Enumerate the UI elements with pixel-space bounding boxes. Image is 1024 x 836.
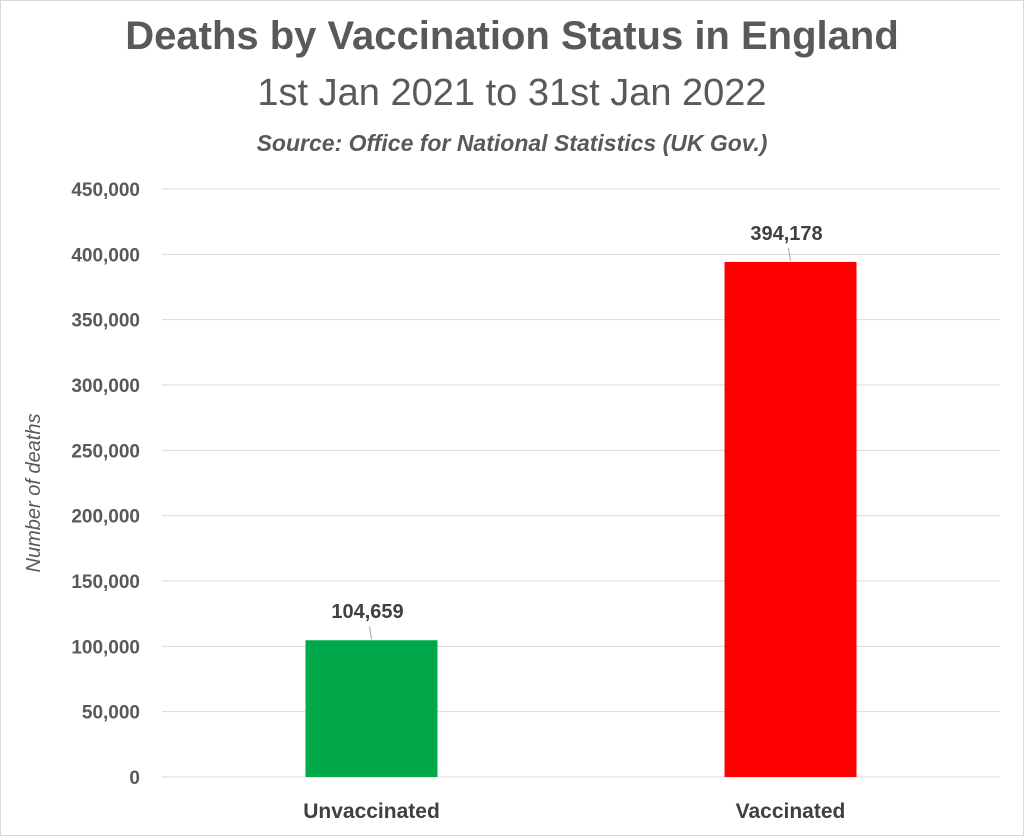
bars	[305, 261, 857, 777]
y-tick-label: 300,000	[71, 376, 140, 397]
chart-title: Deaths by Vaccination Status in England	[125, 14, 899, 58]
y-tick-label: 400,000	[71, 245, 140, 266]
chart-subtitle: 1st Jan 2021 to 31st Jan 2022	[257, 72, 767, 114]
y-tick-label: 0	[129, 768, 140, 789]
y-tick-label: 350,000	[71, 311, 140, 332]
y-axis-ticks: 0 50,000 100,000 150,000 200,000 250,000 300,0…	[71, 180, 140, 789]
x-axis-categories: Unvaccinated Vaccinated	[303, 800, 845, 823]
bar-unvaccinated	[305, 640, 438, 777]
leader-line	[788, 247, 791, 262]
data-label: 394,178	[750, 223, 822, 245]
y-tick-label: 450,000	[71, 180, 140, 201]
x-category-label: Vaccinated	[736, 800, 846, 823]
bar-vaccinated	[724, 261, 857, 777]
y-axis-label: Number of deaths	[23, 414, 45, 573]
data-label: 104,659	[331, 601, 403, 623]
y-tick-label: 250,000	[71, 441, 140, 462]
y-tick-label: 50,000	[82, 703, 140, 724]
x-category-label: Unvaccinated	[303, 800, 440, 823]
data-labels: 104,659 394,178	[331, 223, 822, 623]
gridlines	[162, 188, 1000, 778]
y-tick-label: 150,000	[71, 572, 140, 593]
y-tick-label: 200,000	[71, 507, 140, 528]
label-leader-lines	[369, 247, 791, 640]
chart-source: Source: Office for National Statistics (…	[256, 130, 768, 156]
leader-line	[369, 626, 372, 640]
y-tick-label: 100,000	[71, 637, 140, 658]
